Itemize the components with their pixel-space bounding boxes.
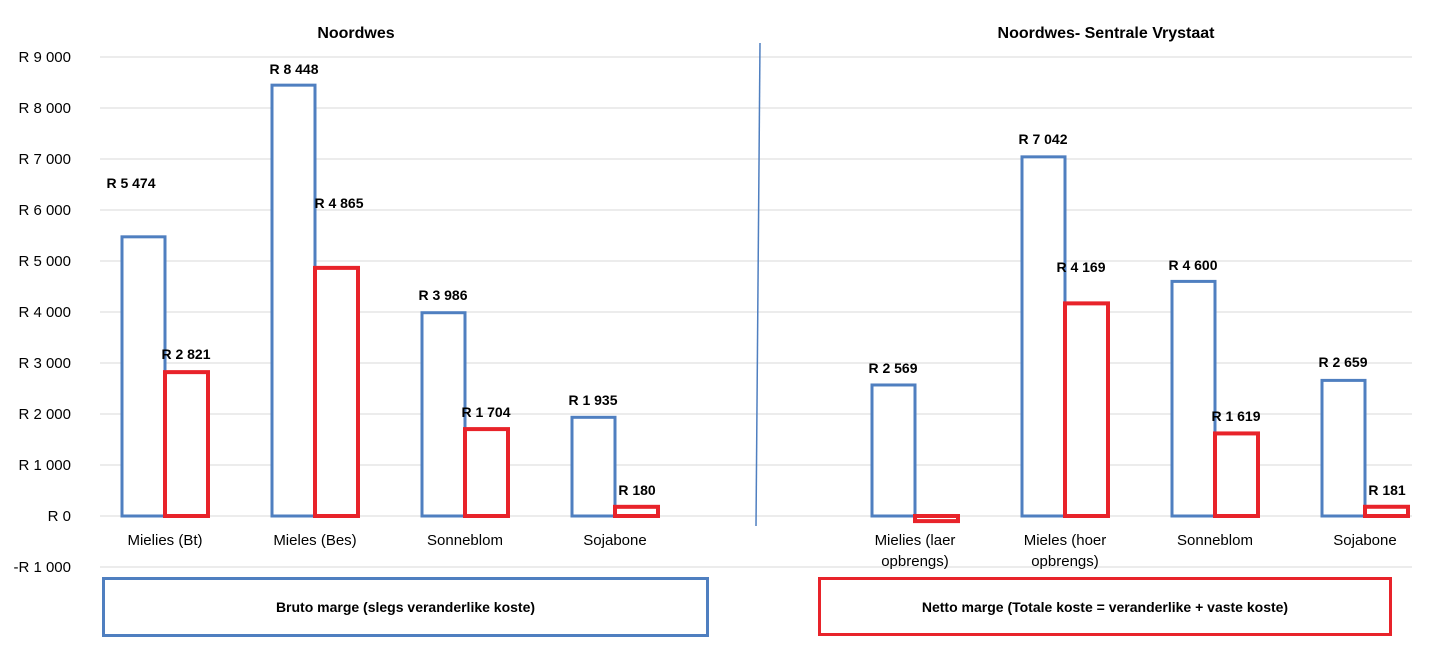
data-labels: R 5 474 R 2 821 R 8 448 R 4 865 R 3 986 R 1 7… <box>106 61 1405 498</box>
bar-bruto <box>270 83 317 518</box>
bar-bruto <box>570 415 617 518</box>
y-tick-label: R 2 000 <box>18 406 71 423</box>
data-label-netto: R 1 704 <box>461 404 510 420</box>
bar-bruto <box>1170 279 1217 518</box>
y-tick-label: R 1 000 <box>18 457 71 474</box>
bar-netto <box>1063 301 1110 519</box>
x-category-label: Sonneblom <box>427 532 503 549</box>
y-axis: R 9 000 R 8 000 R 7 000 R 6 000 R 5 000 R 4 0… <box>13 49 71 576</box>
bar-bruto <box>870 383 917 518</box>
x-category-label: Mielies (laer <box>875 532 956 549</box>
data-label-bruto: R 8 448 <box>269 61 318 77</box>
y-tick-label: R 7 000 <box>18 151 71 168</box>
y-tick-label: R 6 000 <box>18 202 71 219</box>
y-tick-label: R 8 000 <box>18 100 71 117</box>
legend-bruto-marge: Bruto marge (slegs veranderlike koste) <box>102 577 709 637</box>
x-category-label: Sojabone <box>583 532 646 549</box>
data-label-netto: R 4 169 <box>1056 259 1105 275</box>
bar-netto <box>1213 431 1260 518</box>
legend-netto-marge: Netto marge (Totale koste = veranderlike… <box>818 577 1392 636</box>
bar-bruto <box>1020 155 1067 518</box>
x-category-label: Mieles (Bes) <box>273 532 356 549</box>
bar-bruto <box>1320 378 1367 518</box>
panel-title: Noordwes- Sentrale Vrystaat <box>998 25 1216 42</box>
panel-titles: Noordwes Noordwes- Sentrale Vrystaat <box>317 25 1215 42</box>
data-label-bruto: R 7 042 <box>1018 131 1067 147</box>
data-label-bruto: R 2 659 <box>1318 354 1367 370</box>
x-category-label: Sojabone <box>1333 532 1396 549</box>
data-label-bruto: R 2 569 <box>868 360 917 376</box>
y-tick-label: R 0 <box>48 508 71 525</box>
bar-netto <box>313 265 360 519</box>
bar-netto <box>163 370 210 518</box>
data-label-bruto: R 3 986 <box>418 287 467 303</box>
data-label-netto: R 4 865 <box>314 195 363 211</box>
data-label-bruto: R 1 935 <box>568 392 617 408</box>
x-category-label: Mieles (hoer <box>1024 532 1107 549</box>
bar-bruto <box>420 311 467 518</box>
x-category-label: opbrengs) <box>881 553 949 570</box>
data-label-bruto: R 4 600 <box>1168 257 1217 273</box>
bars <box>120 83 1410 524</box>
bar-netto <box>1363 504 1410 519</box>
data-label-netto: R 2 821 <box>161 346 210 362</box>
data-label-netto: R 1 619 <box>1211 408 1260 424</box>
x-category-label: opbrengs) <box>1031 553 1099 570</box>
y-tick-label: R 9 000 <box>18 49 71 66</box>
panel-title: Noordwes <box>317 25 394 42</box>
y-tick-label: R 4 000 <box>18 304 71 321</box>
legend-netto-label: Netto marge (Totale koste = veranderlike… <box>921 598 1289 615</box>
category-labels: Mielies (Bt) Mieles (Bes) Sonneblom Sojabon… <box>127 532 1396 570</box>
data-label-netto: R 180 <box>618 482 656 498</box>
bar-netto <box>913 514 960 524</box>
x-category-label: Sonneblom <box>1177 532 1253 549</box>
x-category-label: Mielies (Bt) <box>127 532 202 549</box>
panel-divider <box>755 42 761 527</box>
bar-bruto <box>120 235 167 518</box>
bar-netto <box>463 427 510 519</box>
y-tick-label: -R 1 000 <box>13 559 71 576</box>
y-tick-label: R 5 000 <box>18 253 71 270</box>
legend-bruto-label: Bruto marge (slegs veranderlike koste) <box>275 599 536 615</box>
y-tick-label: R 3 000 <box>18 355 71 372</box>
data-label-netto: R 181 <box>1368 482 1406 498</box>
bar-netto <box>613 504 660 519</box>
data-label-bruto: R 5 474 <box>106 175 155 191</box>
